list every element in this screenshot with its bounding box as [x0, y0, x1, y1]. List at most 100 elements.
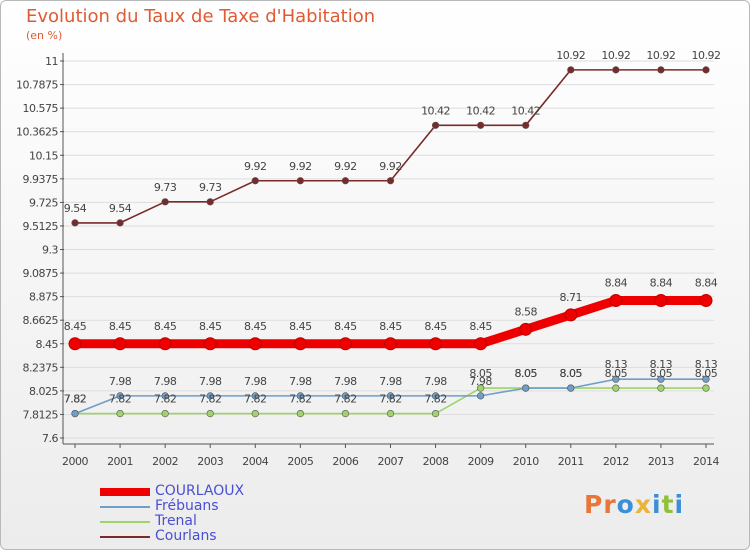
- data-point: [161, 410, 169, 418]
- unit-label: (en %): [26, 29, 63, 42]
- data-point: [206, 410, 214, 418]
- data-label: 8.45: [424, 320, 447, 333]
- data-label: 7.82: [109, 393, 132, 406]
- data-point: [251, 410, 259, 418]
- data-point: [116, 410, 124, 418]
- y-tick-label: 9.0875: [23, 267, 59, 280]
- data-label: 7.82: [64, 393, 87, 406]
- y-tick-label: 10.575: [23, 102, 59, 115]
- data-label: 8.71: [560, 291, 583, 304]
- x-tick-label: 2011: [558, 455, 584, 468]
- x-tick-label: 2009: [468, 455, 494, 468]
- series-courlans: [71, 66, 710, 227]
- grid-lines: [63, 60, 714, 439]
- data-point: [248, 337, 262, 351]
- data-label: 10.42: [466, 104, 495, 117]
- data-label: 10.92: [692, 49, 721, 62]
- x-tick-label: 2006: [332, 455, 358, 468]
- data-label: 8.05: [605, 367, 628, 380]
- legend-swatch: [100, 487, 150, 496]
- data-label: 8.05: [514, 367, 537, 380]
- data-label: 7.82: [424, 393, 447, 406]
- data-point: [567, 66, 575, 74]
- data-label: 8.13: [695, 358, 718, 371]
- x-tick-label: 2014: [693, 455, 719, 468]
- data-point: [296, 410, 304, 418]
- data-label: 7.98: [109, 375, 132, 388]
- data-label: 8.05: [650, 367, 673, 380]
- data-point: [68, 337, 82, 351]
- data-label: 7.82: [199, 393, 222, 406]
- data-point: [158, 337, 172, 351]
- x-tick-label: 2004: [242, 455, 268, 468]
- data-label: 7.82: [379, 393, 402, 406]
- logo-letter: P: [584, 490, 604, 519]
- data-point: [203, 337, 217, 351]
- y-tick-label: 7.6: [42, 432, 58, 445]
- x-tick-label: 2001: [107, 455, 133, 468]
- legend: COURLAOUX Frébuans Trenal Courlans: [100, 484, 244, 544]
- legend-label: COURLAOUX: [155, 483, 245, 499]
- data-label: 8.45: [289, 320, 312, 333]
- data-label: 8.05: [514, 367, 537, 380]
- y-tick-label: 8.025: [29, 385, 58, 398]
- y-tick-label: 9.5125: [23, 220, 59, 233]
- data-label: 8.84: [650, 277, 673, 290]
- data-point: [161, 198, 169, 206]
- data-label: 10.42: [421, 104, 450, 117]
- data-point: [431, 392, 440, 400]
- data-label: 7.98: [154, 375, 177, 388]
- data-point: [522, 384, 530, 392]
- data-label: 7.82: [244, 393, 267, 406]
- data-point: [296, 177, 304, 185]
- data-point: [657, 66, 665, 74]
- data-point: [293, 337, 307, 351]
- logo-letter: r: [603, 490, 617, 519]
- data-point: [519, 322, 533, 336]
- legend-swatch: [100, 520, 150, 523]
- data-point: [612, 66, 620, 74]
- data-point: [429, 337, 443, 351]
- data-label: 9.92: [244, 160, 267, 173]
- logo-letter: x: [634, 490, 652, 519]
- data-point: [477, 392, 485, 400]
- x-tick-label: 2012: [603, 455, 629, 468]
- legend-swatch: [100, 535, 150, 538]
- data-label: 9.54: [109, 202, 132, 215]
- data-point: [384, 337, 397, 351]
- data-label: 7.98: [334, 375, 357, 388]
- data-point: [702, 66, 710, 74]
- data-point: [386, 177, 395, 185]
- x-tick-label: 2013: [648, 455, 674, 468]
- data-point: [341, 410, 350, 418]
- data-point: [113, 337, 127, 351]
- data-label: 10.92: [646, 49, 675, 62]
- data-point: [702, 375, 710, 383]
- data-label: 8.45: [199, 320, 222, 333]
- legend-label: Courlans: [155, 528, 217, 544]
- data-point: [296, 392, 304, 400]
- y-tick-label: 11: [45, 55, 58, 68]
- chart-title: Evolution du Taux de Taxe d'Habitation: [26, 6, 376, 27]
- x-tick-label: 2005: [287, 455, 313, 468]
- data-point: [477, 121, 485, 129]
- legend-item-trenal: Trenal: [100, 514, 244, 529]
- data-point: [341, 392, 350, 400]
- data-label: 8.05: [695, 367, 718, 380]
- data-label: 7.98: [379, 375, 402, 388]
- data-label: 7.82: [154, 393, 177, 406]
- data-label: 8.84: [695, 277, 718, 290]
- data-label: 8.45: [109, 320, 132, 333]
- data-point: [609, 294, 623, 308]
- data-label: 8.84: [605, 277, 628, 290]
- logo-letter: o: [616, 490, 635, 519]
- data-label: 8.45: [334, 320, 357, 333]
- x-tick-label: 2000: [62, 455, 88, 468]
- data-point: [338, 337, 352, 351]
- data-point: [431, 121, 440, 129]
- series-line: [75, 69, 706, 224]
- data-label: 7.82: [334, 393, 357, 406]
- data-point: [71, 219, 79, 227]
- x-tick-label: 2010: [513, 455, 539, 468]
- y-tick-label: 9.9375: [23, 173, 59, 186]
